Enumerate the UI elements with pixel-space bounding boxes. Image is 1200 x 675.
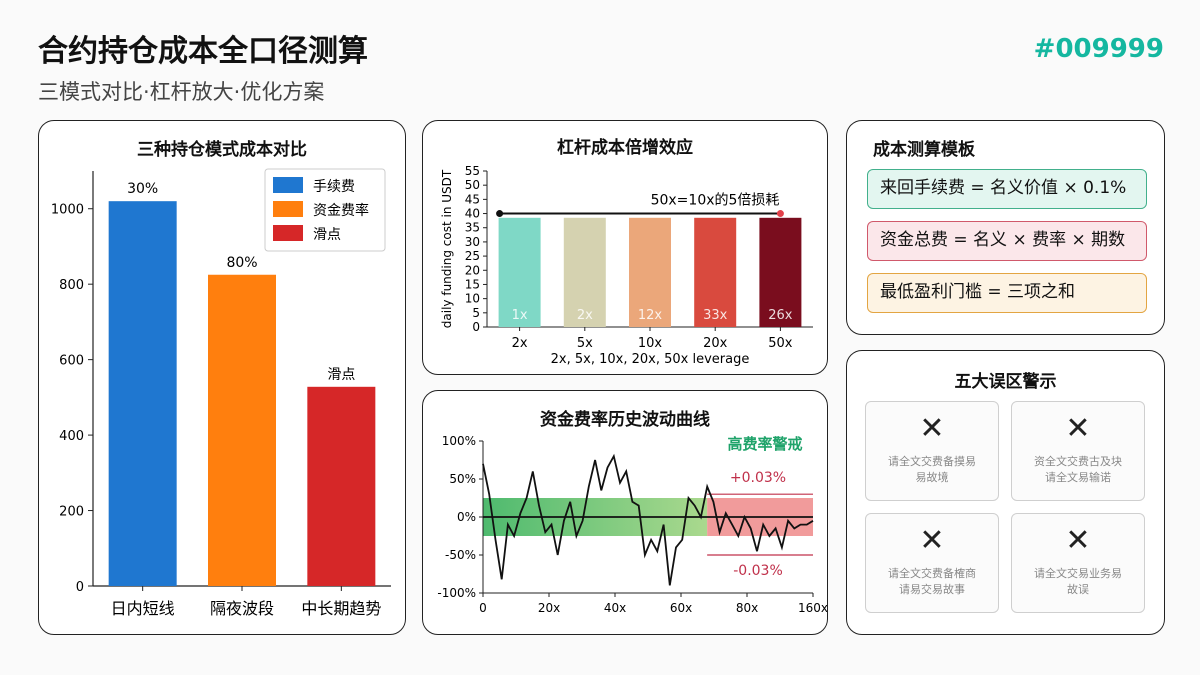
legend-swatch [273, 225, 303, 241]
y-tick-label: 50 [465, 178, 480, 192]
high-rate-warning-label: 高费率警戒 [727, 435, 802, 453]
y-tick-label: 0 [76, 580, 84, 595]
bar [307, 386, 376, 586]
bar-inner-label: 1x [512, 308, 528, 323]
y-tick-label: 600 [59, 354, 84, 369]
annotation-text: 50x=10x的5倍损耗 [651, 193, 780, 209]
data-label: 滑点 [327, 366, 355, 383]
x-tick-label: 160x [798, 601, 827, 615]
y-tick-label: 15 [465, 277, 480, 291]
data-label: 30% [127, 181, 158, 197]
page-subtitle: 三模式对比·杠杆放大·优化方案 [38, 80, 325, 104]
bar [694, 217, 737, 327]
funding-rate-line [482, 453, 814, 586]
bar-inner-label: 33x [703, 308, 728, 323]
x-axis-label: 2x, 5x, 10x, 20x, 50x leverage [551, 352, 750, 367]
y-tick-label: 0 [472, 320, 480, 334]
fee-formula: 来回手续费 = 名义价值 × 0.1% [867, 169, 1147, 209]
legend-label: 资金费率 [313, 202, 369, 219]
warning-panel: 五大误区警示 ✕ 请全文交费备摸易 易故境 ✕ 资全文交费古及块 请全文易输诺 ✕ … [846, 350, 1165, 635]
bar [759, 217, 802, 327]
y-tick-label: 0% [457, 510, 476, 524]
mode-cost-title: 三种持仓模式成本对比 [137, 140, 307, 160]
annotation-end-dot [776, 210, 784, 218]
funding-panel: 资金费率历史波动曲线 +0.03% -0.03% 高费率警戒 -100% -50% 0% 5… [422, 390, 828, 635]
x-tick-label: 2x [512, 336, 528, 351]
leverage-title: 杠杆成本倍增效应 [557, 138, 693, 158]
lower-threshold-label: -0.03% [733, 563, 783, 579]
bar-inner-label: 2x [577, 308, 593, 323]
x-tick-label: 50x [768, 336, 793, 351]
y-tick-label: 45 [465, 192, 480, 206]
bar [208, 274, 276, 586]
x-tick-label: 20x [703, 336, 728, 351]
y-tick-label: 800 [59, 278, 84, 293]
bar [498, 217, 541, 327]
color-code-tag: #009999 [1033, 34, 1164, 64]
close-icon: ✕ [1065, 411, 1091, 446]
warning-text: 请全文交费备榷商 请易交易故事 [888, 567, 976, 596]
y-tick-label: 25 [465, 249, 480, 263]
x-tick-label: 10x [638, 336, 663, 351]
funding-chart: +0.03% -0.03% 高费率警戒 -100% -50% 0% 50% 100% 0 20x 4… [437, 434, 827, 615]
funding-formula: 资金总费 = 名义 × 费率 × 期数 [867, 221, 1147, 261]
y-tick-label: 55 [465, 164, 480, 178]
y-tick-label: 30 [465, 235, 480, 249]
template-panel: 成本测算模板 来回手续费 = 名义价值 × 0.1% 资金总费 = 名义 × 费… [846, 120, 1165, 335]
warning-title: 五大误区警示 [954, 372, 1057, 392]
y-tick-label: 400 [59, 429, 84, 444]
y-axis-label: daily funding cost in USDT [440, 169, 454, 328]
y-tick-label: 40 [465, 207, 480, 221]
x-tick-label: 20x [538, 601, 560, 615]
y-tick-label: 1000 [51, 203, 84, 218]
y-tick-label: 200 [59, 505, 84, 520]
leverage-panel: 杠杆成本倍增效应 0 5 10 15 20 25 30 35 40 45 50 55 daily fun… [422, 120, 828, 375]
page-title: 合约持仓成本全口径测算 [38, 34, 368, 69]
y-tick-label: 35 [465, 221, 480, 235]
annotation-start-dot [496, 210, 504, 218]
data-label: 80% [226, 255, 257, 271]
bar [108, 201, 177, 586]
x-tick-label: 隔夜波段 [210, 599, 274, 618]
x-tick-label: 日内短线 [111, 599, 175, 618]
x-tick-label: 中长期趋势 [301, 599, 381, 618]
bar [629, 217, 671, 327]
y-tick-label: -100% [437, 586, 476, 600]
close-icon: ✕ [919, 411, 945, 446]
y-tick-label: -50% [445, 548, 476, 562]
legend-swatch [273, 177, 303, 193]
warning-text: 资全文交费古及块 请全文易输诺 [1034, 455, 1122, 484]
warning-text: 请全文交费备摸易 易故境 [888, 455, 976, 484]
legend-label: 手续费 [313, 178, 355, 195]
x-tick-label: 5x [577, 336, 593, 351]
x-tick-label: 80x [736, 601, 758, 615]
y-tick-label: 100% [442, 434, 476, 448]
y-tick-label: 50% [449, 472, 476, 486]
funding-title: 资金费率历史波动曲线 [540, 410, 710, 430]
bar [563, 217, 606, 327]
close-icon: ✕ [919, 523, 945, 558]
y-tick-label: 10 [465, 292, 480, 306]
upper-threshold-label: +0.03% [730, 470, 786, 486]
x-tick-label: 40x [604, 601, 626, 615]
close-icon: ✕ [1065, 523, 1091, 558]
y-tick-label: 20 [465, 263, 480, 277]
legend-label: 滑点 [313, 226, 341, 243]
threshold-formula: 最低盈利门槛 = 三项之和 [867, 273, 1147, 313]
bar-inner-label: 12x [638, 308, 663, 323]
bar-inner-label: 26x [768, 308, 793, 323]
y-tick-label: 5 [472, 306, 480, 320]
x-tick-label: 60x [670, 601, 692, 615]
warning-text: 请全文交易业务易 故误 [1034, 567, 1122, 596]
warning-card: ✕ 资全文交费古及块 请全文易输诺 [1011, 401, 1145, 501]
warning-card: ✕ 请全文交费备榷商 请易交易故事 [865, 513, 999, 613]
legend-swatch [273, 201, 303, 217]
mode-cost-panel: 三种持仓模式成本对比 0 200 400 600 800 1000 30% 日内短线 80% 隔夜… [38, 120, 406, 635]
warning-card: ✕ 请全文交易业务易 故误 [1011, 513, 1145, 613]
warning-card: ✕ 请全文交费备摸易 易故境 [865, 401, 999, 501]
template-title: 成本测算模板 [873, 140, 975, 160]
x-tick-label: 0 [479, 601, 487, 615]
